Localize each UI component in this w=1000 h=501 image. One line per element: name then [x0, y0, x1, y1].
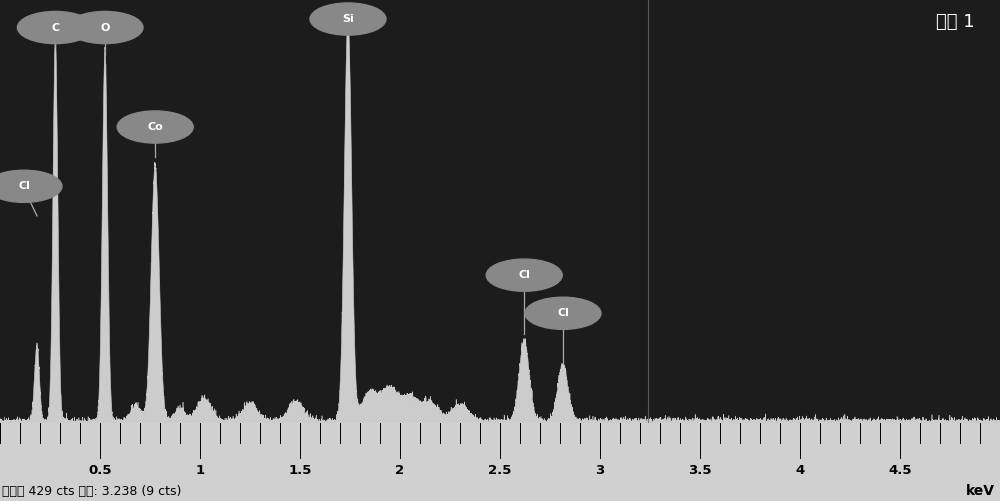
Text: 0.5: 0.5	[88, 464, 112, 477]
Text: 4.5: 4.5	[888, 464, 912, 477]
Circle shape	[117, 111, 193, 143]
Text: O: O	[100, 23, 110, 33]
Circle shape	[17, 12, 93, 44]
Text: 3.5: 3.5	[688, 464, 712, 477]
Text: 4: 4	[795, 464, 805, 477]
Text: Cl: Cl	[557, 308, 569, 318]
Circle shape	[486, 259, 562, 291]
Text: Si: Si	[342, 14, 354, 24]
Text: 满量程 429 cts 光标: 3.238 (9 cts): 满量程 429 cts 光标: 3.238 (9 cts)	[2, 485, 181, 498]
Circle shape	[67, 12, 143, 44]
Circle shape	[310, 3, 386, 35]
Text: 2.5: 2.5	[488, 464, 512, 477]
Text: 3: 3	[595, 464, 605, 477]
Text: 1.5: 1.5	[288, 464, 312, 477]
Circle shape	[0, 170, 62, 202]
Text: Co: Co	[147, 122, 163, 132]
Text: Cl: Cl	[518, 270, 530, 280]
Text: 谱图 1: 谱图 1	[936, 13, 975, 31]
Text: Cl: Cl	[18, 181, 30, 191]
Text: C: C	[51, 23, 59, 33]
Circle shape	[525, 297, 601, 329]
Text: keV: keV	[966, 484, 995, 498]
Text: 2: 2	[395, 464, 405, 477]
Text: 1: 1	[195, 464, 205, 477]
